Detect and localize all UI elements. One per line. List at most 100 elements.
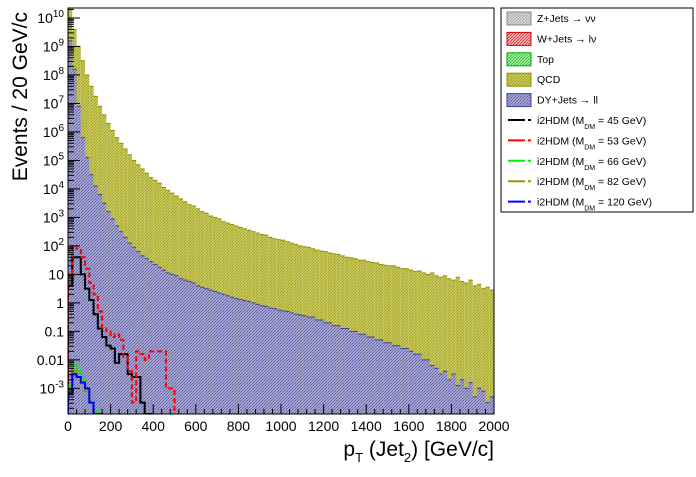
qcd-bar [421,272,426,414]
y-tick-label: 0.1 [45,323,65,339]
dy-jets-bar [289,312,294,414]
qcd-bar [378,264,384,414]
dy-jets-bar [442,371,448,414]
dy-jets-bar [421,359,426,414]
dy-jets-bar [336,325,341,414]
qcd-bar [374,262,379,414]
qcd-bar [464,282,469,414]
dy-jets-bar [229,297,235,414]
dy-jets-bar [489,396,494,414]
dy-jets-bar [153,264,158,414]
dy-jets-bar [144,258,149,414]
dy-jets-bar [319,319,324,414]
dy-jets-bar [404,348,409,414]
dy-jets-bar [383,342,388,414]
dy-jets-bar [293,314,299,414]
dy-jets-bar [276,310,281,414]
y-tick-label: 107 [43,94,65,111]
dy-jets-bar [485,402,490,414]
dy-jets-bar [481,391,486,414]
qcd-bar [413,271,418,414]
dy-jets-bar [396,345,401,414]
dy-jets-bar [344,328,350,414]
x-axis-label: pT (Jet2) [GeV/c] [343,438,494,465]
qcd-bar [417,270,422,414]
dy-jets-bar [281,310,286,414]
legend-label: i2HDM (MDM = 82 GeV) [537,176,646,192]
y-tick-label: 103 [43,208,65,225]
dy-jets-bar [72,69,77,414]
dy-jets-bar [425,359,431,414]
dy-jets-bar [204,288,209,414]
dy-jets-bar [349,331,354,414]
dy-jets-bar [191,282,196,414]
dy-jets-bar [255,304,260,414]
y-tick-label: 108 [43,66,65,83]
qcd-bar [383,265,388,414]
y-tick-label: 10-3 [40,379,65,396]
legend-label: i2HDM (MDM = 53 GeV) [537,135,646,151]
dy-jets-bar [187,281,192,414]
dy-jets-bar [93,186,98,414]
qcd-bar [387,265,392,414]
dy-jets-bar [97,194,103,414]
dy-jets-bar [89,174,94,414]
dy-jets-bar [106,211,111,414]
dy-jets-bar [374,339,379,414]
y-axis-label: Events / 20 GeV/c [9,12,32,181]
dy-jets-bar [80,137,86,414]
dy-jets-bar [131,247,137,414]
dy-jets-bar [434,368,439,414]
dy-jets-bar [361,334,367,414]
y-tick-label: 0.01 [37,352,64,368]
dy-jets-bar [119,231,124,414]
x-tick-label: 1000 [265,418,296,434]
legend-label: i2HDM (MDM = 120 GeV) [537,197,652,213]
dy-jets-bar [306,317,311,414]
qcd-bar [476,284,482,414]
dy-jets-bar [68,40,73,414]
qcd-bar [489,290,494,414]
legend-swatch [506,72,532,87]
legend-label: QCD [537,74,561,86]
qcd-bar [434,275,439,414]
dy-jets-bar [246,301,252,414]
dy-jets-bar [327,322,333,414]
y-tick-label: 109 [43,37,65,54]
dy-jets-bar [259,305,264,414]
dy-jets-bar [272,308,277,414]
dy-jets-bar [451,374,456,414]
qcd-bar [404,268,409,414]
dy-jets-bar [366,337,371,414]
dy-jets-bar [242,300,247,414]
qcd-bar [468,280,473,414]
dy-jets-bar [476,388,482,414]
dy-jets-bar [302,315,307,414]
dy-jets-bar [408,351,414,414]
dy-jets-bar [468,382,473,414]
dy-jets-bar [298,314,303,414]
x-tick-label: 800 [227,418,251,434]
x-tick-label: 0 [64,418,72,434]
dy-jets-bar [217,292,222,414]
x-tick-label: 600 [184,418,208,434]
x-tick-label: 1800 [436,418,467,434]
qcd-bar [400,268,405,414]
legend-label: Top [537,54,554,66]
dy-jets-bar [76,106,81,414]
dy-jets-bar [221,294,226,414]
dy-jets-bar [387,342,392,414]
legend-label: i2HDM (MDM = 45 GeV) [537,115,646,131]
legend-label: W+Jets → lν [537,33,596,45]
dy-jets-bar [102,203,107,414]
qcd-bar [438,277,443,414]
dy-jets-bar [400,348,405,414]
x-tick-label: 1600 [393,418,424,434]
dy-jets-bar [123,237,128,414]
qcd-bar [430,272,435,414]
legend-swatch [506,31,532,46]
dy-jets-bar [234,298,239,414]
dy-jets-bar [459,379,465,414]
